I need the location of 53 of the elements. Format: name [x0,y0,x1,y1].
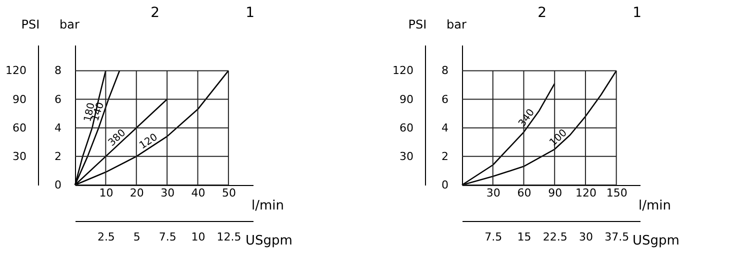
x2-tick-label: 10 [191,230,206,244]
x2-tick-label: 37.5 [604,230,630,244]
x-tick-label: 90 [548,186,562,200]
y2-tick-label: 120 [6,64,26,78]
y2-axis-title: PSI [408,18,427,32]
x2-tick-label: 7.5 [484,230,502,244]
x2-tick-label: 7.5 [158,230,176,244]
y-tick-label: 6 [54,92,62,106]
y2-tick-label: 30 [12,150,26,163]
y-tick-label: 0 [54,178,62,192]
x2-tick-label: 5 [133,230,140,244]
x-tick-label: 150 [606,186,628,200]
y-tick-label: 4 [54,121,62,134]
x2-tick-label: 12.5 [216,230,242,244]
text: 120 [138,132,160,152]
text: 2 [538,5,547,21]
y-tick-label: 8 [54,64,62,78]
y2-axis-title: PSI [21,18,40,32]
y2-tick-label: 90 [400,92,414,106]
y2-tick-label: 120 [392,64,414,78]
y2-tick-label: 30 [400,150,414,163]
x-tick-label: 60 [517,186,532,200]
y-tick-label: 2 [442,150,448,163]
y2-tick-label: 90 [12,92,26,106]
x-axis-title: l/min [638,198,672,214]
x-tick-label: 10 [99,186,114,200]
x2-tick-label: 15 [517,230,532,244]
x2-axis-title: USgpm [632,234,680,248]
text: 2 [150,5,160,21]
y-tick-label: 4 [442,121,448,134]
x-tick-label: 120 [575,186,596,200]
x-tick-label: 50 [222,186,236,200]
x-axis-title: l/min [252,198,284,214]
x-tick-label: 30 [160,186,175,200]
text: 1 [246,5,255,21]
x-tick-label: 20 [130,186,144,200]
y-axis-title: bar [60,18,80,32]
x2-axis-title: USgpm [246,234,292,248]
y-axis-title: bar [446,18,467,32]
y-tick-label: 8 [442,64,448,78]
y-tick-label: 6 [442,92,448,106]
x-tick-label: 40 [191,186,206,200]
text: 1 [632,5,642,21]
y2-tick-label: 60 [12,121,26,134]
x2-tick-label: 22.5 [542,230,568,244]
y-tick-label: 0 [442,178,448,192]
x-tick-label: 30 [486,186,500,200]
text: 380 [106,128,128,149]
text: 100 [548,128,570,149]
y2-tick-label: 60 [400,121,414,134]
x2-tick-label: 30 [578,230,593,244]
y-tick-label: 2 [54,150,62,163]
x2-tick-label: 2.5 [97,230,115,244]
